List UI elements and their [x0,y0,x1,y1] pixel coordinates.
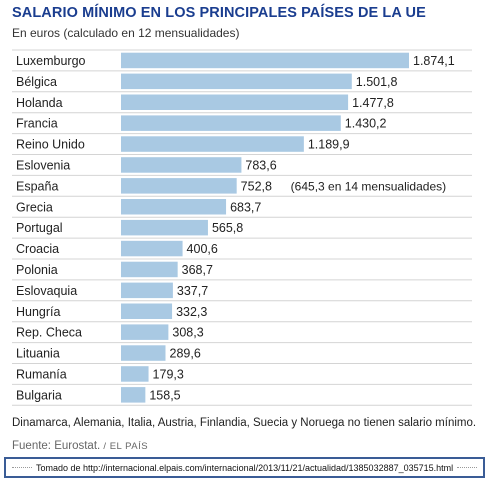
category-label: Bélgica [16,75,57,89]
value-label: 565,8 [212,221,243,235]
category-label: España [16,179,58,193]
bar [121,303,173,319]
bar [121,345,166,361]
category-label: Rep. Checa [16,326,82,340]
value-label: 179,3 [153,367,184,381]
bar [121,115,341,131]
value-label: 289,6 [170,347,201,361]
bar [121,240,183,257]
bar [121,73,352,90]
category-label: Croacia [16,242,59,256]
credit-trailing-dots [457,467,477,468]
credit-leader-dots [12,467,32,468]
bar-annotation: (645,3 en 14 mensualidades) [291,179,446,193]
value-label: 683,7 [230,200,261,214]
category-label: Eslovenia [16,158,70,172]
bar [121,52,409,69]
value-label: 752,8 [241,179,272,193]
value-label: 1.501,8 [356,75,398,89]
bar [121,157,242,173]
source-brand: / EL PAÍS [103,441,149,452]
value-label: 1.430,2 [345,117,387,131]
category-label: Luxemburgo [16,54,86,68]
bar [121,324,169,340]
category-label: Lituania [16,347,60,361]
bar [121,366,149,382]
value-label: 1.189,9 [308,138,350,152]
category-label: Eslovaquia [16,284,77,298]
value-label: 400,6 [187,242,218,256]
value-label: 783,6 [245,158,276,172]
bar [121,178,237,194]
bar [121,387,146,403]
category-label: Rumanía [16,367,67,381]
credit-text: Tomado de http://internacional.elpais.co… [36,462,454,473]
value-label: 332,3 [176,305,207,319]
category-label: Holanda [16,96,63,110]
value-label: 337,7 [177,284,208,298]
category-label: Portugal [16,221,63,235]
category-label: Hungría [16,305,61,319]
category-label: Francia [16,117,58,131]
chart-title: SALARIO MÍNIMO EN LOS PRINCIPALES PAÍSES… [12,5,426,21]
category-label: Bulgaria [16,388,62,402]
bar [121,282,173,299]
bar-chart: Luxemburgo 1.874,1 Bélgica 1.501,8 Holanda 1.… [12,49,472,406]
value-label: 1.874,1 [413,54,455,68]
chart-subtitle: En euros (calculado en 12 mensualidades) [12,26,240,40]
category-label: Grecia [16,200,53,214]
value-label: 368,7 [182,263,213,277]
credit-box: Tomado de http://internacional.elpais.co… [4,457,485,478]
bar [121,94,349,110]
source-label: Fuente: Eurostat. [12,440,101,452]
bar [121,136,304,152]
footnote: Dinamarca, Alemania, Italia, Austria, Fi… [12,417,477,429]
category-label: Polonia [16,263,58,277]
value-label: 1.477,8 [352,96,394,110]
bar [121,261,178,278]
bar [121,219,208,236]
bar [121,199,227,215]
source-line: Fuente: Eurostat. / EL PAÍS [12,440,148,452]
value-label: 308,3 [172,326,203,340]
value-label: 158,5 [149,388,180,402]
category-label: Reino Unido [16,138,85,152]
